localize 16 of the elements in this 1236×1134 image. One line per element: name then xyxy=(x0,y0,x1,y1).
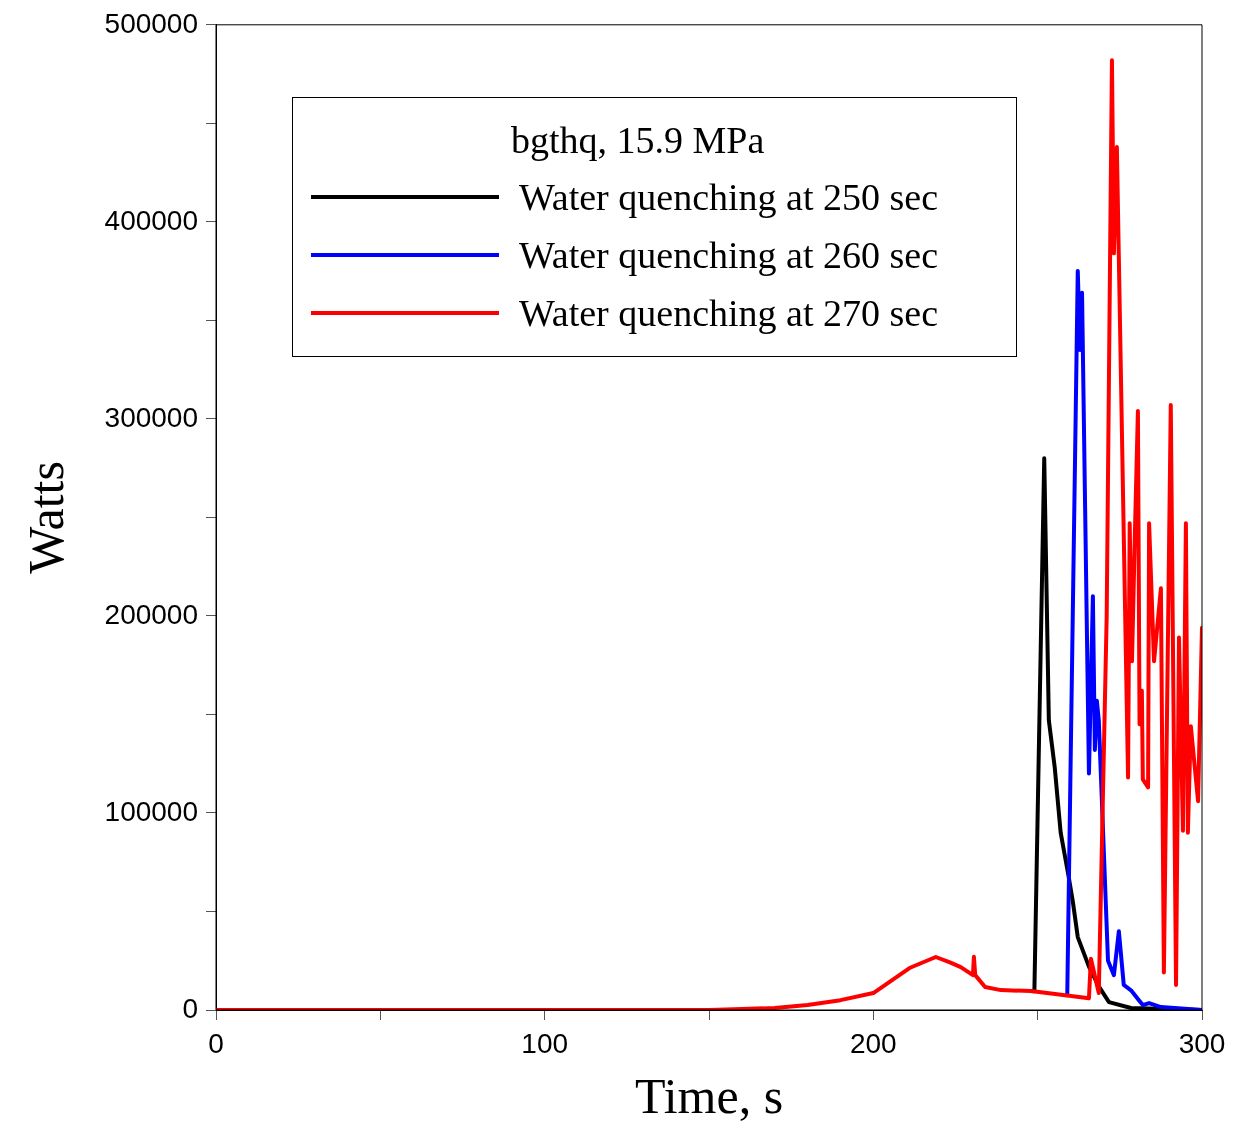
legend-label: Water quenching at 260 sec xyxy=(519,233,939,277)
y-tick-label: 0 xyxy=(182,992,198,1024)
x-tick-label: 0 xyxy=(208,1027,224,1059)
y-tick-label: 200000 xyxy=(104,598,198,630)
x-tick-label: 100 xyxy=(521,1027,569,1059)
y-axis-title: Watts xyxy=(18,461,75,574)
y-tick-label: 400000 xyxy=(104,204,198,236)
y-tick-label: 500000 xyxy=(104,7,198,39)
legend-label: Water quenching at 250 sec xyxy=(519,175,939,219)
y-tick-label: 100000 xyxy=(104,795,198,827)
x-tick-label: 200 xyxy=(849,1027,897,1059)
legend-label: Water quenching at 270 sec xyxy=(519,291,939,335)
x-tick-label: 300 xyxy=(1178,1027,1226,1059)
legend-title: bgthq, 15.9 MPa xyxy=(511,118,766,162)
x-axis-title: Time, s xyxy=(634,1068,784,1125)
y-tick-label: 300000 xyxy=(104,401,198,433)
